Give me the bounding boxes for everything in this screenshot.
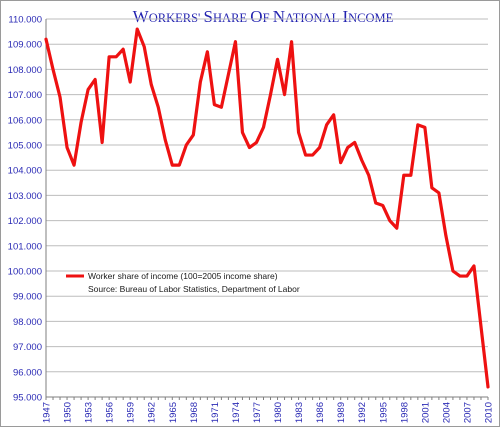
axes (45, 19, 489, 400)
series-layer (44, 27, 490, 389)
x-tick-label: 1950 (63, 402, 74, 423)
x-tick-label: 1956 (105, 402, 116, 423)
y-tick-label: 96.000 (13, 367, 42, 378)
x-tick-label: 1998 (399, 402, 410, 423)
legend-source-label: Source: Bureau of Labor Statistics, Depa… (88, 284, 300, 294)
x-tick-label: 1962 (147, 402, 158, 423)
x-tick-label: 1974 (231, 402, 242, 423)
x-tick-label: 2010 (484, 402, 495, 423)
y-tick-label: 110.000 (8, 15, 42, 26)
y-tick-label: 108.000 (8, 65, 42, 76)
y-tick-label: 101.000 (8, 241, 42, 252)
x-tick-label: 1965 (168, 402, 179, 423)
chart-title: WORKERS' SHARE OF NATIONAL INCOME (133, 7, 394, 26)
y-tick-label: 104.000 (8, 166, 42, 177)
x-tick-label: 1971 (210, 402, 221, 423)
y-tick-label: 100.000 (8, 267, 42, 278)
x-tick-label: 1995 (378, 402, 389, 423)
y-tick-label: 109.000 (8, 40, 42, 51)
series-line-worker-share (44, 27, 490, 389)
x-tick-label: 1983 (294, 402, 305, 423)
y-tick-label: 105.000 (8, 141, 42, 152)
y-tick-label: 99.000 (13, 292, 42, 303)
x-tick-label: 1992 (357, 402, 368, 423)
y-tick-label: 107.000 (8, 90, 42, 101)
x-tick-label: 1959 (126, 402, 137, 423)
x-tick-label: 2001 (420, 402, 431, 423)
x-tick-label: 1977 (252, 402, 263, 423)
x-tick-label: 1953 (84, 402, 95, 423)
y-tick-label: 95.000 (13, 393, 42, 404)
x-tick-label: 1947 (42, 402, 53, 423)
y-tick-labels: 95.000 96.000 97.000 98.000 99.000 100.000 101… (8, 15, 42, 404)
legend: Worker share of income (100=2005 income … (66, 271, 300, 294)
y-tick-label: 97.000 (13, 342, 42, 353)
y-tick-label: 102.000 (8, 216, 42, 227)
y-tick-label: 98.000 (13, 317, 42, 328)
x-tick-label: 1980 (273, 402, 284, 423)
x-tick-label: 1968 (189, 402, 200, 423)
x-tick-label: 2007 (462, 402, 473, 423)
x-tick-label: 2004 (441, 402, 452, 423)
y-tick-label: 106.000 (8, 115, 42, 126)
x-tick-labels: 1947 1950 1953 1956 1959 1962 1965 1968 1971 1974… (42, 402, 495, 423)
x-tick-label: 1989 (336, 402, 347, 423)
x-tick-label: 1986 (315, 402, 326, 423)
legend-series-label: Worker share of income (100=2005 income … (88, 271, 278, 281)
y-tick-label: 103.000 (8, 191, 42, 202)
